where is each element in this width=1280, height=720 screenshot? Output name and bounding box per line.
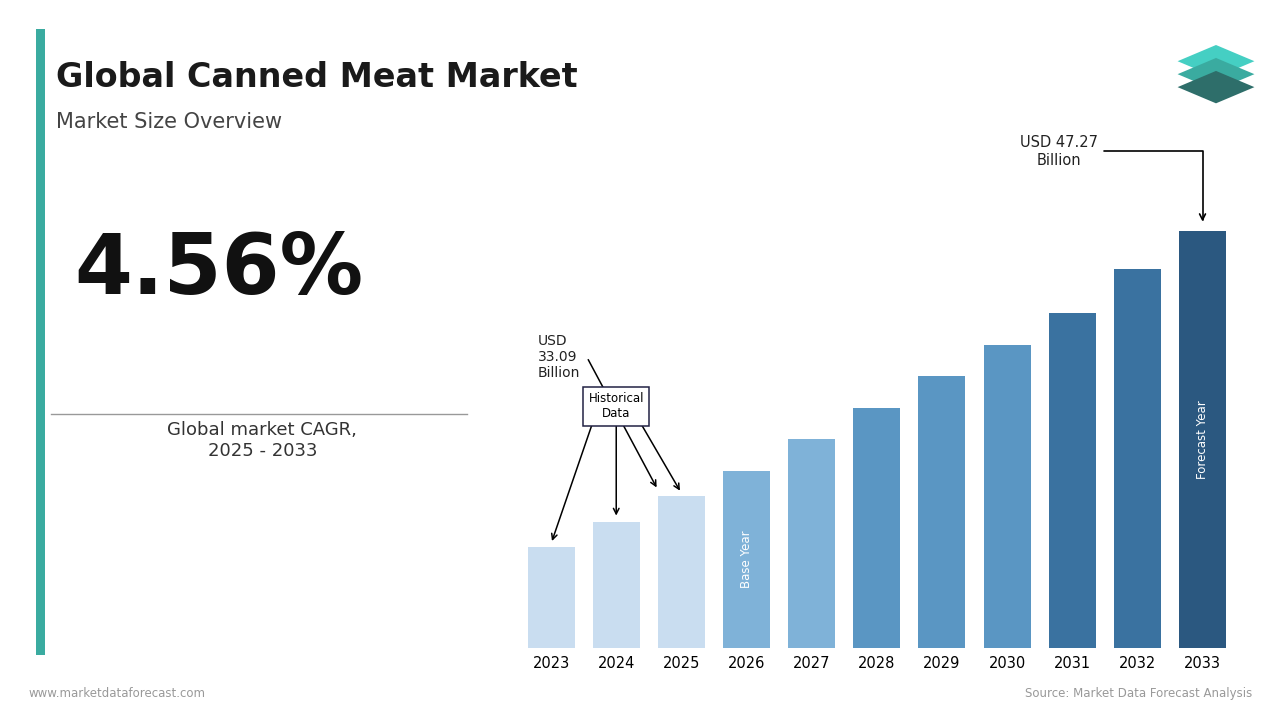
Bar [788,439,835,648]
Bar [854,408,900,648]
Text: USD
33.09
Billion: USD 33.09 Billion [538,334,580,380]
Text: Forecast Year: Forecast Year [1196,400,1210,479]
Bar [919,376,965,648]
Text: Base Year: Base Year [740,531,753,588]
Text: Historical
Data: Historical Data [589,392,644,420]
Text: Market Size Overview: Market Size Overview [56,112,283,132]
Text: Global Canned Meat Market: Global Canned Meat Market [56,61,579,94]
Text: USD 47.27
Billion: USD 47.27 Billion [1020,135,1206,220]
Bar [723,471,771,648]
Bar [1114,269,1161,648]
Bar [983,345,1030,648]
Text: www.marketdataforecast.com: www.marketdataforecast.com [28,687,205,700]
Text: 4.56%: 4.56% [74,230,364,311]
Text: Global market CAGR,
2025 - 2033: Global market CAGR, 2025 - 2033 [168,421,357,460]
Bar [658,496,705,648]
Bar [1048,313,1096,648]
Text: Source: Market Data Forecast Analysis: Source: Market Data Forecast Analysis [1024,687,1252,700]
Bar [593,521,640,648]
Bar [1179,230,1226,648]
Bar [527,547,575,648]
